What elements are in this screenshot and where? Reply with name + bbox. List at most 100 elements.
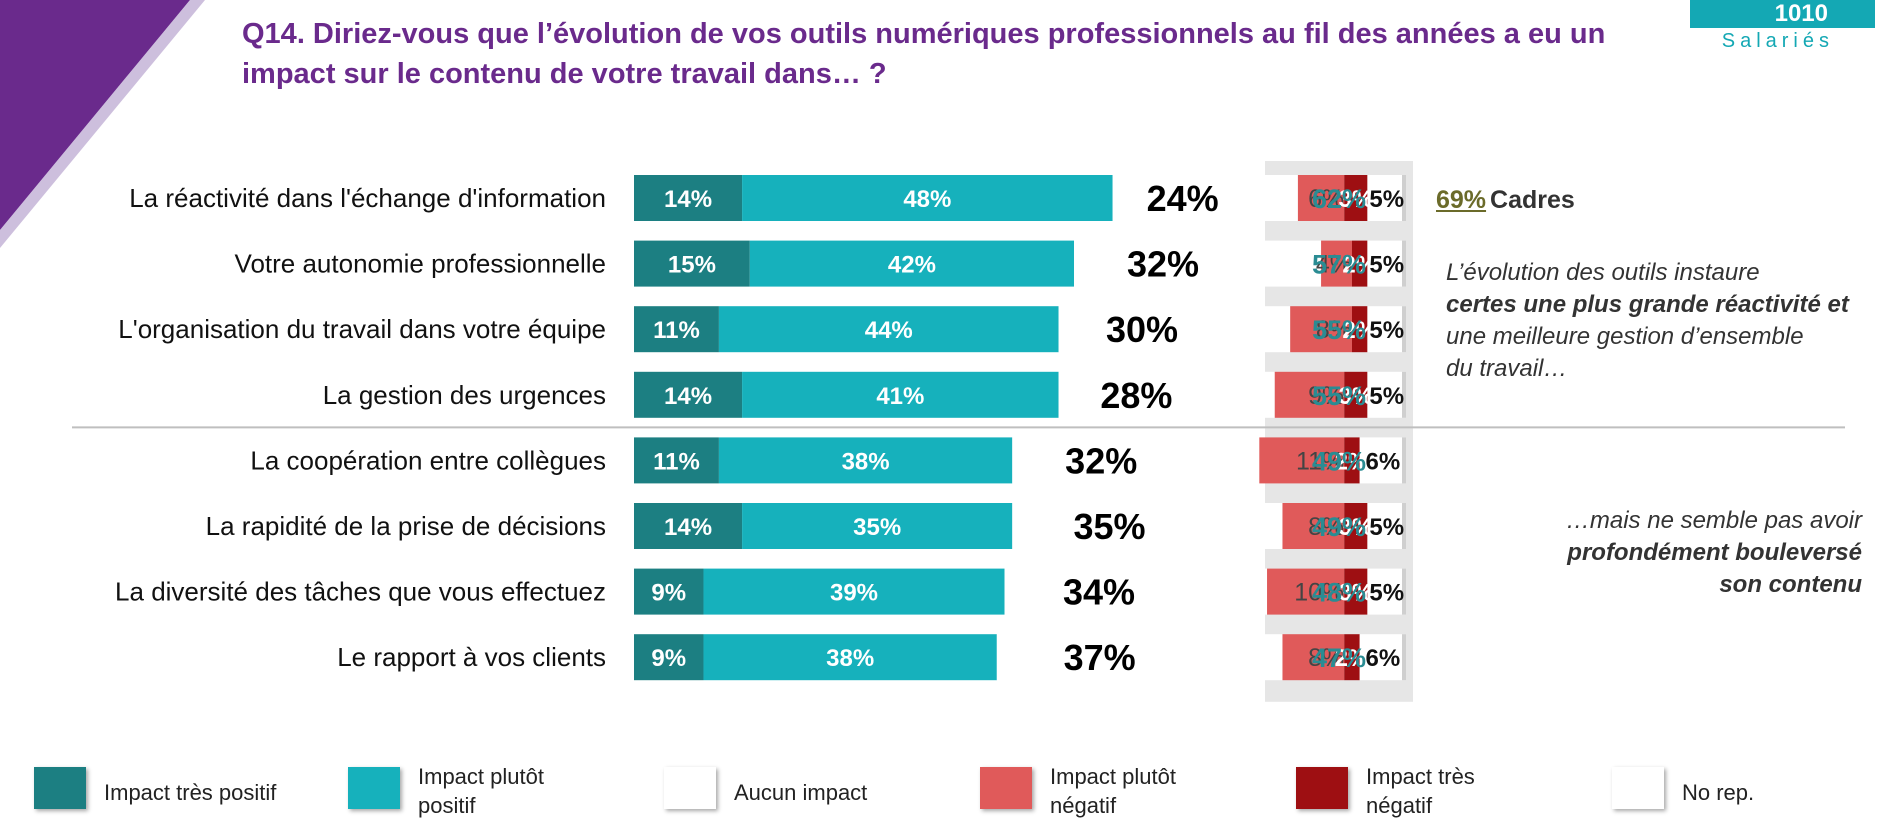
seg-no-rep <box>1367 568 1406 615</box>
seg-tres-negatif <box>1344 503 1368 549</box>
note2-line1: …mais ne semble pas avoir <box>1565 507 1862 534</box>
seg-aucun <box>1004 568 1268 615</box>
seg-aucun-label: 32% <box>1065 440 1137 481</box>
category-label: L'organisation du travail dans votre équ… <box>118 314 606 344</box>
legend-label: Impact très positif <box>104 780 277 805</box>
seg-plutot-positif <box>742 175 1113 221</box>
seg-no-rep-label: 5% <box>1369 317 1404 344</box>
sample-size: 1010 <box>1774 0 1828 27</box>
seg-plutot-negatif <box>1259 437 1345 484</box>
seg-plutot-positif-label: 39% <box>830 580 878 607</box>
seg-tres-negatif-label: 3% <box>1338 383 1373 410</box>
category-label: La rapidité de la prise de décisions <box>206 511 606 541</box>
seg-plutot-positif-label: 41% <box>876 383 924 410</box>
seg-plutot-positif-label: 48% <box>903 186 951 213</box>
category-label: La diversité des tâches que vous effectu… <box>115 577 606 607</box>
seg-tres-negatif <box>1344 568 1368 615</box>
seg-no-rep-label: 5% <box>1369 252 1404 279</box>
legend-label: Impact plutôt négatif <box>1050 764 1176 818</box>
legend-swatch <box>34 767 86 809</box>
seg-no-rep-label: 6% <box>1365 645 1400 672</box>
seg-tres-positif-label: 9% <box>651 645 686 672</box>
note1-line1: L’évolution des outils instaure <box>1446 259 1760 286</box>
seg-plutot-negatif <box>1282 503 1345 549</box>
seg-no-rep <box>1359 437 1406 484</box>
seg-tres-positif-label: 14% <box>664 186 712 213</box>
seg-aucun-label: 28% <box>1100 375 1172 416</box>
bar-end-shadow <box>1402 240 1406 287</box>
seg-plutot-negatif-label: 8% <box>1308 513 1344 541</box>
commentary-negative: …mais ne semble pas avoir profondément b… <box>1470 505 1862 601</box>
seg-aucun <box>1012 437 1260 484</box>
seg-plutot-negatif-label: 8% <box>1316 316 1352 344</box>
seg-tres-negatif-label: 3% <box>1338 580 1373 607</box>
seg-plutot-negatif-label: 4% <box>1316 251 1352 279</box>
legend-label: Impact plutôt positif <box>418 764 544 818</box>
total-label: 49% <box>1312 512 1366 542</box>
seg-tres-negatif <box>1351 240 1368 287</box>
seg-plutot-negatif <box>1267 568 1345 615</box>
seg-plutot-positif <box>749 240 1075 287</box>
cadres-note: 69% Cadres <box>1436 186 1575 215</box>
seg-tres-positif <box>634 503 743 549</box>
total-label: 48% <box>1312 578 1366 608</box>
total-label: 57% <box>1312 250 1366 280</box>
legend-swatch <box>664 767 716 809</box>
seg-no-rep <box>1367 306 1406 353</box>
seg-tres-negatif-label: 2% <box>1342 317 1377 344</box>
seg-no-rep-label: 5% <box>1369 580 1404 607</box>
category-label: La réactivité dans l'échange d'informati… <box>129 183 606 213</box>
seg-aucun-label: 30% <box>1106 309 1178 350</box>
total-label: 55% <box>1312 381 1366 411</box>
note1-line4: du travail… <box>1446 355 1568 382</box>
seg-no-rep <box>1367 371 1406 418</box>
seg-plutot-positif <box>742 371 1059 418</box>
seg-no-rep-label: 5% <box>1369 383 1404 410</box>
seg-plutot-negatif <box>1321 240 1352 287</box>
seg-plutot-negatif-label: 6% <box>1308 185 1344 213</box>
corner-decoration <box>0 0 205 248</box>
seg-tres-negatif <box>1344 175 1368 221</box>
seg-tres-positif <box>634 175 743 221</box>
seg-plutot-negatif <box>1274 371 1345 418</box>
seg-aucun-label: 24% <box>1147 178 1219 219</box>
legend-label: Aucun impact <box>734 780 868 805</box>
seg-aucun <box>1058 371 1275 418</box>
seg-plutot-positif-label: 42% <box>888 252 936 279</box>
seg-tres-negatif-label: 3% <box>1338 514 1373 541</box>
seg-tres-positif <box>634 371 743 418</box>
legend-label: Impact très négatif <box>1366 764 1475 818</box>
seg-plutot-negatif-label: 11% <box>1296 447 1344 475</box>
seg-no-rep-label: 6% <box>1365 448 1400 475</box>
seg-plutot-positif <box>718 306 1059 353</box>
seg-tres-negatif <box>1344 371 1368 418</box>
seg-plutot-negatif-label: 8% <box>1308 644 1344 672</box>
seg-aucun <box>1012 503 1283 549</box>
commentary-positive: L’évolution des outils instaure certes u… <box>1446 257 1866 385</box>
bar-end-shadow <box>1402 371 1406 418</box>
legend-label: No rep. <box>1682 780 1755 805</box>
seg-tres-positif <box>634 306 719 353</box>
seg-tres-positif <box>634 437 719 484</box>
seg-no-rep <box>1367 175 1406 221</box>
seg-tres-negatif <box>1344 634 1360 681</box>
seg-plutot-positif-label: 38% <box>826 645 874 672</box>
legend-swatch <box>348 767 400 809</box>
seg-plutot-negatif-label: 10% <box>1294 579 1344 607</box>
seg-tres-negatif <box>1344 437 1360 484</box>
category-label: Le rapport à vos clients <box>337 642 606 672</box>
seg-tres-positif <box>634 634 704 681</box>
note2-line3: son contenu <box>1719 571 1862 598</box>
seg-plutot-positif-label: 44% <box>865 317 913 344</box>
category-label: Votre autonomie professionnelle <box>235 249 606 279</box>
seg-plutot-negatif <box>1297 175 1345 221</box>
seg-tres-positif-label: 9% <box>651 580 686 607</box>
seg-tres-positif-label: 14% <box>664 514 712 541</box>
seg-plutot-negatif-label: 9% <box>1308 382 1344 410</box>
legend-swatch <box>1296 767 1348 809</box>
cadres-label: Cadres <box>1490 186 1575 214</box>
legend-swatch <box>980 767 1032 809</box>
seg-tres-positif-label: 11% <box>653 317 700 344</box>
seg-tres-negatif-label: 3% <box>1338 186 1373 213</box>
seg-tres-negatif-label: 2% <box>1335 448 1370 475</box>
